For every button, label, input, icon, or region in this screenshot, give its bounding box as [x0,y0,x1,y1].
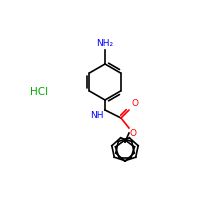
Text: O: O [131,99,138,108]
Text: NH: NH [90,111,104,120]
Text: HCl: HCl [30,87,48,97]
Text: NH₂: NH₂ [96,39,114,48]
Text: O: O [130,129,137,138]
